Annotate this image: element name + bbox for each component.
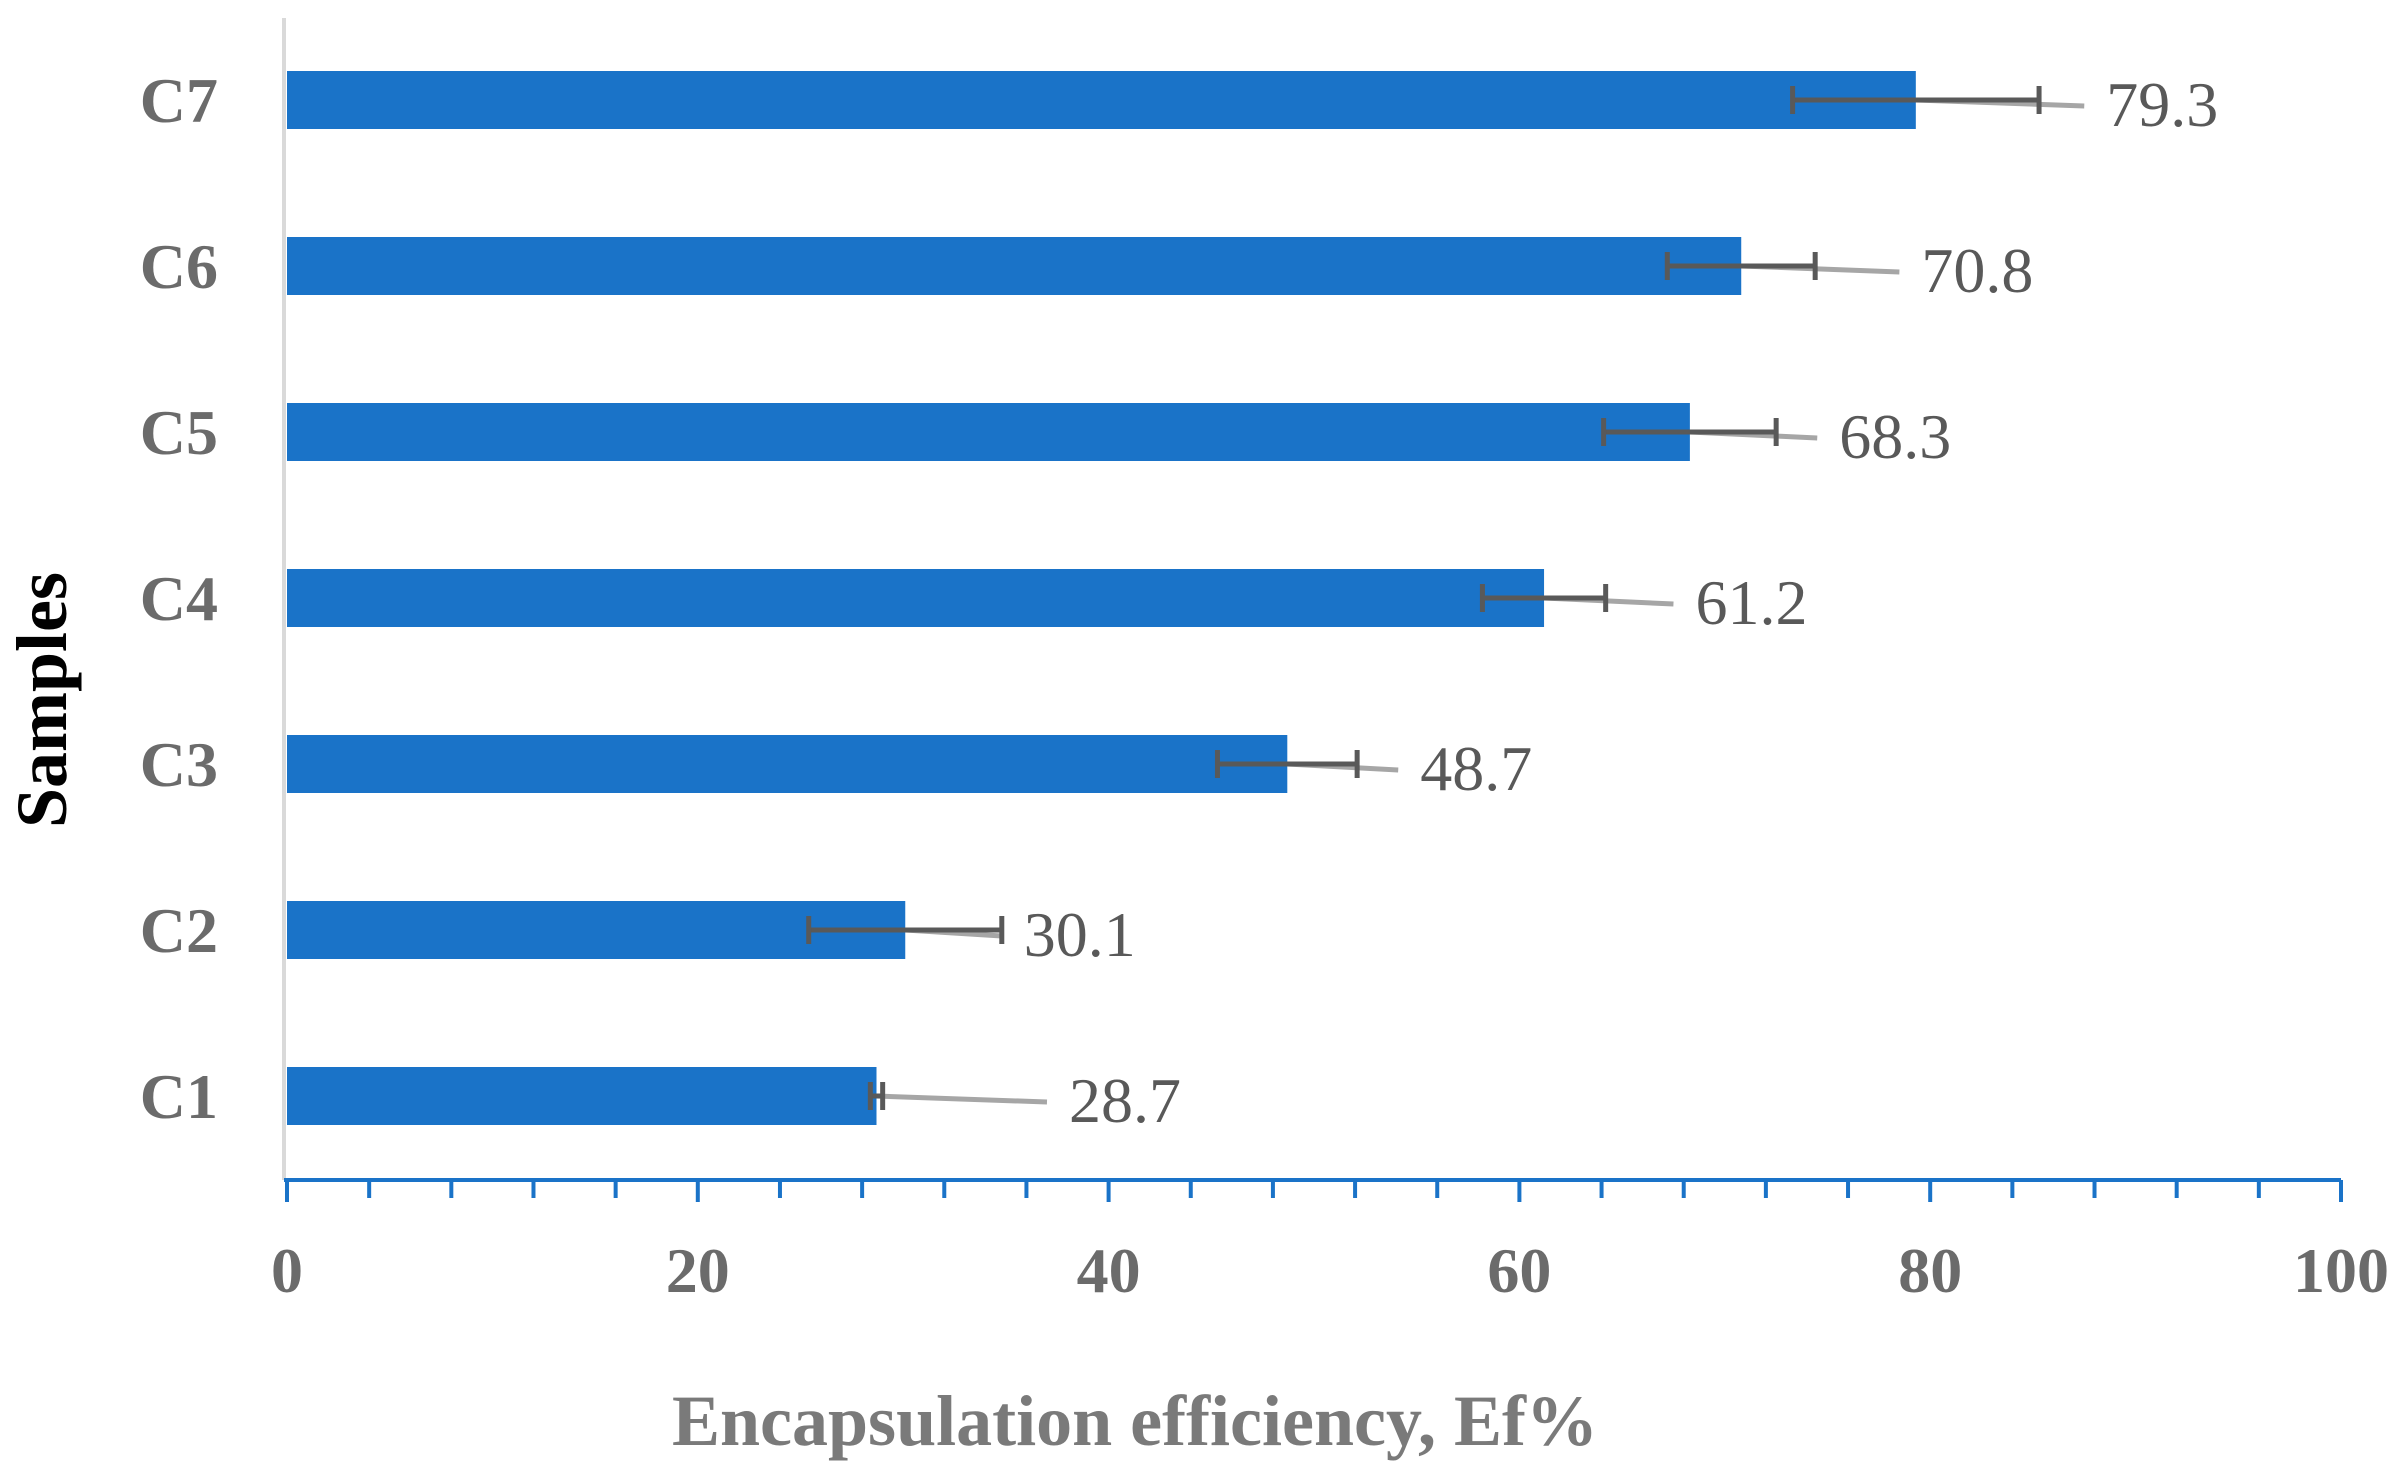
category-label: C2 (140, 895, 218, 966)
bar (287, 901, 906, 959)
bar (287, 569, 1545, 627)
y-axis-title: Samples (2, 572, 82, 828)
data-label: 30.1 (1024, 899, 1136, 970)
bar (287, 1067, 877, 1125)
bar (287, 403, 1690, 461)
x-axis-title: Encapsulation efficiency, Ef% (672, 1381, 1598, 1461)
category-label: C7 (140, 65, 218, 136)
x-tick-label: 40 (1077, 1235, 1141, 1306)
data-label: 61.2 (1695, 567, 1807, 638)
data-label: 70.8 (1921, 235, 2033, 306)
error-bar-plus (876, 1093, 1048, 1105)
data-label: 48.7 (1420, 733, 1532, 804)
x-tick-label: 20 (666, 1235, 730, 1306)
category-label: C4 (140, 563, 218, 634)
data-label: 79.3 (2106, 69, 2218, 140)
bar (287, 735, 1288, 793)
data-label: 28.7 (1069, 1065, 1181, 1136)
category-label: C5 (140, 397, 218, 468)
category-label: C6 (140, 231, 218, 302)
x-tick-label: 60 (1487, 1235, 1551, 1306)
x-tick-label: 100 (2293, 1235, 2389, 1306)
bar (287, 237, 1742, 295)
bar (287, 71, 1916, 129)
x-tick-label: 0 (271, 1235, 303, 1306)
category-label: C3 (140, 729, 218, 800)
plot-area: 0 20 40 60 80 100 C1 28.7 C2 30.1 C3 48.7 C4 61.2 C5 68… (140, 18, 2389, 1306)
category-label: C1 (140, 1061, 218, 1132)
x-tick-label: 80 (1898, 1235, 1962, 1306)
data-label: 68.3 (1839, 401, 1951, 472)
